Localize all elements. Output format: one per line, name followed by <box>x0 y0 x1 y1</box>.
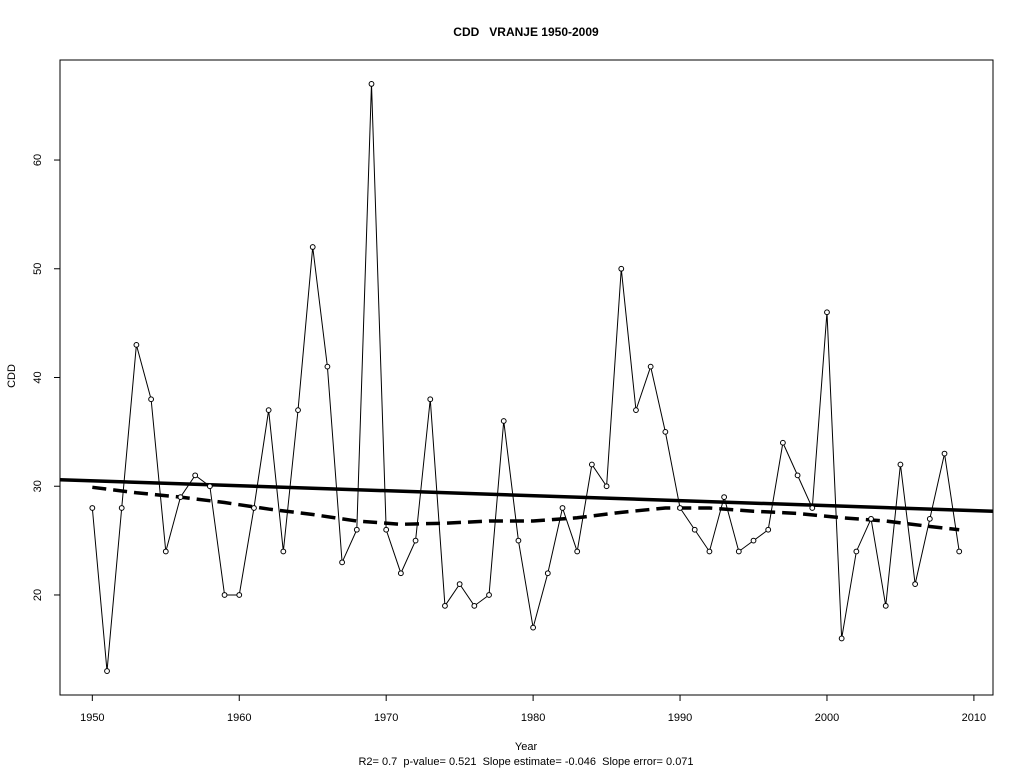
plot-frame <box>59 59 994 696</box>
data-point-1957 <box>192 472 199 479</box>
x-tick-label-1970: 1970 <box>374 712 398 724</box>
data-point-1983 <box>574 548 581 555</box>
x-tick-label-1950: 1950 <box>80 712 104 724</box>
data-point-1968 <box>353 526 360 533</box>
x-tick-label-1960: 1960 <box>227 712 251 724</box>
data-point-1963 <box>280 548 287 555</box>
data-point-1992 <box>706 548 713 555</box>
data-point-1962 <box>265 407 272 414</box>
data-point-1988 <box>647 363 654 370</box>
y-axis-title: CDD <box>6 364 18 388</box>
data-point-1995 <box>750 537 757 544</box>
data-point-1966 <box>324 363 331 370</box>
data-point-1974 <box>442 602 448 609</box>
data-point-1956 <box>177 494 184 501</box>
data-point-1978 <box>500 418 507 424</box>
x-axis: 1950 1960 1970 1980 1990 2000 2010 <box>80 695 986 724</box>
data-point-2001 <box>838 635 845 642</box>
x-tick-label-2010: 2010 <box>962 712 986 724</box>
data-point-1977 <box>486 592 492 598</box>
y-tick-label-60: 60 <box>32 154 44 166</box>
trend-line <box>59 477 994 513</box>
data-point-1952 <box>118 505 125 511</box>
data-point-1976 <box>471 602 478 609</box>
data-point-2008 <box>941 450 948 457</box>
data-point-1960 <box>236 592 243 598</box>
data-point-2002 <box>853 548 860 555</box>
data-point-1987 <box>633 407 639 414</box>
data-point-2005 <box>897 461 904 468</box>
x-axis-title: Year <box>515 741 538 753</box>
data-point-1967 <box>339 559 346 566</box>
data-point-1975 <box>456 581 463 587</box>
data-point-1955 <box>162 548 169 555</box>
y-tick-label-20: 20 <box>32 589 44 601</box>
data-point-1950 <box>89 505 96 511</box>
data-point-1982 <box>559 505 566 511</box>
data-point-1996 <box>765 526 772 533</box>
data-point-1971 <box>397 570 404 577</box>
data-point-1970 <box>383 526 390 533</box>
data-point-2009 <box>956 548 963 555</box>
data-point-1993 <box>721 494 728 501</box>
x-tick-label-1990: 1990 <box>668 712 692 724</box>
smoothed-dashed-line <box>92 485 960 532</box>
data-point-1954 <box>148 396 155 403</box>
cdd-series-line <box>91 83 960 672</box>
data-point-1991 <box>691 526 698 533</box>
data-point-1959 <box>221 592 228 598</box>
data-point-2004 <box>882 602 889 609</box>
y-tick-label-40: 40 <box>32 371 44 383</box>
data-point-1994 <box>735 548 742 555</box>
data-point-1958 <box>206 483 213 490</box>
data-point-1965 <box>309 244 316 250</box>
data-point-1951 <box>104 668 110 674</box>
data-point-1989 <box>662 428 669 435</box>
chart-title: CDD VRANJE 1950-2009 <box>453 25 599 39</box>
x-tick-label-1980: 1980 <box>521 712 545 724</box>
data-point-1999 <box>809 505 816 511</box>
data-point-1997 <box>779 439 786 446</box>
statistics-subtitle: R2= 0.7 p-value= 0.521 Slope estimate= -… <box>358 756 693 768</box>
data-point-1998 <box>794 472 801 479</box>
data-point-2003 <box>868 515 874 522</box>
data-point-1979 <box>515 537 522 544</box>
y-axis: 20 30 40 50 60 <box>32 154 60 601</box>
data-point-1980 <box>530 624 537 631</box>
data-point-1990 <box>677 505 683 511</box>
data-point-2000 <box>824 309 830 316</box>
data-point-1972 <box>412 537 419 544</box>
data-point-1981 <box>544 570 551 577</box>
data-point-1973 <box>427 396 434 403</box>
data-point-1984 <box>588 461 595 468</box>
data-point-1985 <box>603 483 610 490</box>
data-point-1964 <box>295 407 301 414</box>
x-tick-label-2000: 2000 <box>815 712 839 724</box>
data-point-1953 <box>133 341 140 348</box>
y-tick-label-30: 30 <box>32 480 44 492</box>
data-point-2006 <box>912 581 919 587</box>
data-point-1969 <box>368 81 375 87</box>
data-point-1986 <box>618 265 625 272</box>
data-point-2007 <box>926 515 933 522</box>
y-tick-label-50: 50 <box>32 263 44 275</box>
data-point-1961 <box>251 505 257 511</box>
series-layer <box>59 81 994 674</box>
